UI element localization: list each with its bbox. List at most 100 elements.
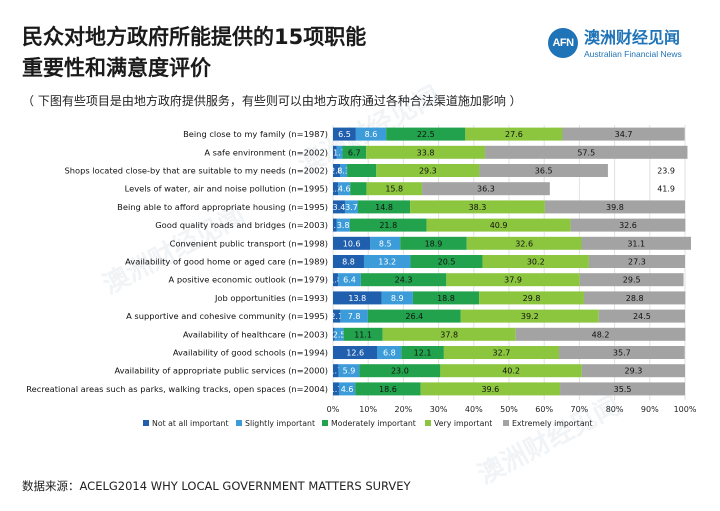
bar-segment (443, 346, 559, 359)
category-label: Shops located close-by that are suitable… (65, 166, 328, 176)
bar-segment (420, 382, 561, 396)
bar-segment (386, 127, 466, 141)
bar-segment (344, 200, 358, 214)
bar-segment (355, 127, 387, 141)
data-label: 39.8 (606, 203, 624, 212)
bar-segment (583, 291, 686, 305)
category-label: Availability of good home or aged care (… (125, 257, 328, 267)
stacked-bar-chart: Being close to my family (n=1987) 6.5 8.6 2… (26, 125, 697, 428)
bar-segment (338, 182, 351, 196)
bar-segment (466, 236, 582, 250)
data-label: 29.5 (623, 276, 641, 285)
data-label: 1.0 (328, 221, 341, 230)
page-subtitle: （ 下图有些项目是由地方政府提供服务，有些则可以由地方政府通过各种合法渠道施加影… (22, 94, 522, 108)
data-label: 39.6 (481, 385, 499, 394)
data-label: 18.9 (425, 239, 443, 248)
bar-segment (460, 309, 599, 323)
bar-segment (333, 346, 378, 359)
legend-label: Very important (434, 419, 492, 428)
bar-segment (340, 309, 368, 323)
bar-segment (479, 291, 584, 305)
data-label: 13.2 (378, 258, 396, 267)
data-label: 26.4 (405, 312, 423, 321)
data-label: 1.7 (333, 148, 346, 157)
page-title: 民众对地方政府所能提供的15项职能 重要性和满意度评价 (22, 22, 502, 84)
bar-segment (347, 164, 377, 177)
bar-segment (370, 236, 401, 250)
data-label: 27.6 (505, 130, 523, 139)
data-label: 18.8 (437, 294, 455, 303)
legend-swatch (236, 420, 242, 426)
data-label: 29.8 (523, 294, 541, 303)
bar-segment (367, 309, 461, 323)
bar-segment (366, 145, 486, 159)
data-label: 12.1 (414, 349, 432, 358)
afn-logo-icon: AFN (548, 28, 578, 58)
bar-segment (342, 145, 367, 159)
data-label: 32.7 (493, 349, 511, 358)
data-label: 32.6 (515, 239, 533, 248)
x-tick-label: 90% (641, 405, 659, 414)
bar-segment (340, 164, 348, 177)
category-label: Availability of appropriate public servi… (114, 366, 328, 376)
data-label: 10.6 (343, 239, 361, 248)
bar-segment (343, 327, 383, 341)
x-tick-label: 100% (674, 405, 697, 414)
category-label: Convenient public transport (n=1998) (170, 238, 328, 248)
bar-segment (366, 182, 423, 196)
data-label: 20.5 (438, 258, 456, 267)
data-label: 4.6 (338, 185, 351, 194)
bar-segment (333, 182, 339, 196)
data-label: 3.4 (333, 203, 346, 212)
bar-segment (333, 218, 337, 232)
bar-segment (465, 127, 563, 141)
data-label: 41.9 (657, 185, 675, 194)
x-tick-label: 80% (606, 405, 624, 414)
x-tick-label: 30% (430, 405, 448, 414)
bar-segment (333, 127, 356, 141)
legend-label: Extremely important (512, 419, 593, 428)
bar-segment (338, 273, 361, 287)
bar-segment (359, 364, 441, 378)
data-label: 8.3 (337, 167, 350, 176)
data-label: 32.6 (619, 221, 637, 230)
legend-swatch (503, 420, 509, 426)
data-label: 37.9 (504, 276, 522, 285)
data-label: 1.8 (329, 276, 342, 285)
category-label: Availability of healthcare (n=2003) (183, 329, 328, 339)
category-label: A safe environment (n=2002) (204, 147, 328, 157)
logo-name-cn: 澳洲财经见闻 (584, 28, 681, 47)
data-label: 22.5 (417, 130, 435, 139)
legend-swatch (322, 420, 328, 426)
bar-segment (581, 236, 691, 250)
category-label: A supportive and cohesive community (n=1… (126, 311, 328, 321)
data-label: 38.3 (469, 203, 487, 212)
data-label: 3.8 (337, 221, 350, 230)
bar-segment (333, 327, 335, 341)
data-label: 11.1 (354, 330, 372, 339)
bar-segment (336, 218, 350, 232)
bar-segment (350, 182, 367, 196)
bar-segment (333, 364, 339, 378)
bar-segment (400, 236, 467, 250)
data-label: 30.2 (527, 258, 545, 267)
bar-segment (333, 291, 382, 305)
data-label: 48.2 (592, 330, 610, 339)
legend-swatch (143, 420, 149, 426)
data-label: 35.7 (613, 349, 631, 358)
category-label: Job opportunities (n=1993) (214, 293, 328, 303)
data-label: 2.1 (330, 312, 343, 321)
x-tick-label: 40% (465, 405, 483, 414)
data-label: 39.2 (521, 312, 539, 321)
data-label: 2.0 (330, 167, 343, 176)
data-label: 34.7 (615, 130, 633, 139)
data-label: 14.8 (375, 203, 393, 212)
data-label: 33.8 (417, 148, 435, 157)
bar-segment (363, 255, 411, 268)
bar-segment (410, 200, 545, 214)
data-label: 7.8 (348, 312, 361, 321)
bar-segment (333, 145, 337, 159)
bar-segment (333, 309, 341, 323)
bar-segment (360, 273, 447, 287)
data-label: 1.7 (329, 367, 342, 376)
